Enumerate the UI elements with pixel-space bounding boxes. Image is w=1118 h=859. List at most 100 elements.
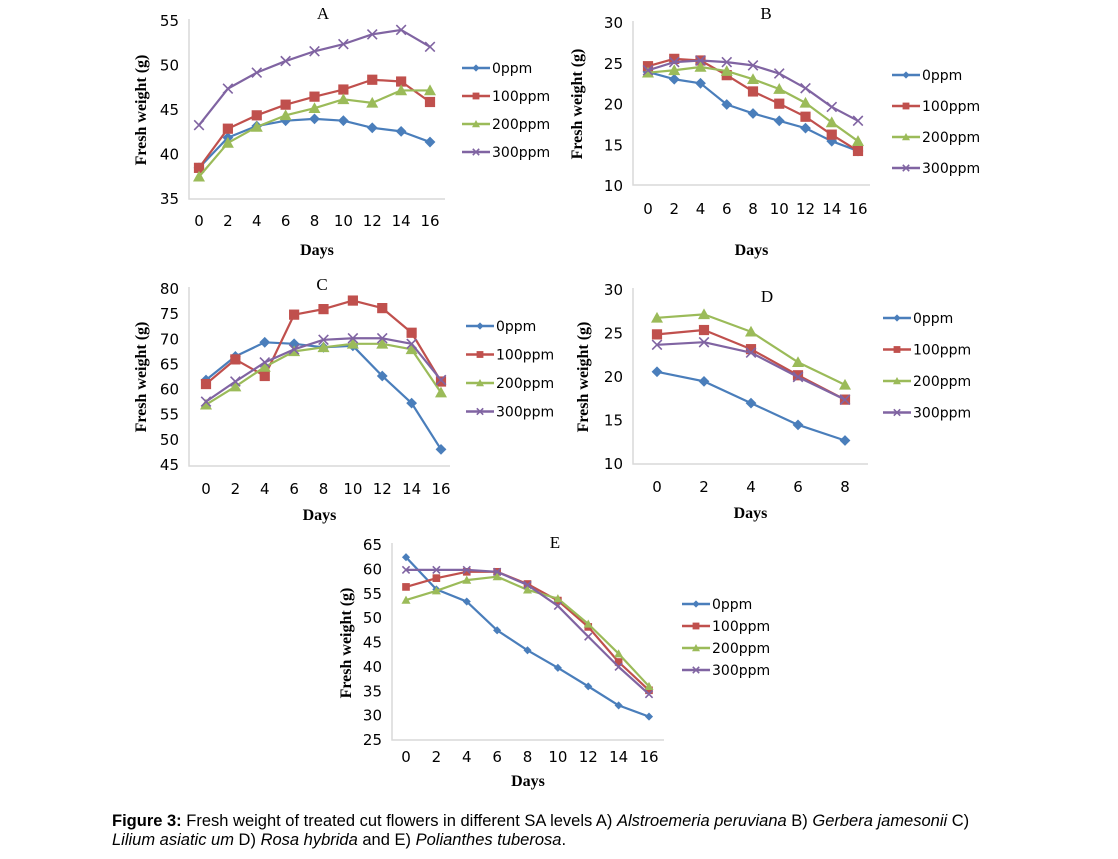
x-tick-label: 0 [401,748,411,766]
data-point [745,325,757,337]
data-point [230,354,241,365]
legend-label: 300ppm [913,406,971,422]
data-point [799,96,812,108]
data-point [432,565,441,575]
y-tick-label: 35 [363,682,382,700]
legend-marker [893,377,901,385]
data-point [318,304,329,315]
data-point [259,357,271,368]
data-point [792,356,804,368]
x-axis-title: Days [303,507,337,524]
x-tick-label: 0 [201,480,211,498]
x-tick-label: 8 [748,200,758,218]
legend-label: 0ppm [492,61,532,77]
series-100ppm [651,324,851,405]
data-point [523,585,532,594]
data-point [668,56,680,68]
legend-label: 200ppm [922,130,980,146]
data-point [839,378,851,390]
legend-label: 0ppm [496,319,536,335]
series-line [647,57,859,152]
x-tick-label: 16 [848,200,867,218]
data-point [800,122,811,134]
data-point [366,122,378,134]
legend-marker [472,92,480,100]
x-tick-label: 10 [343,480,362,498]
data-point [280,99,291,110]
data-point [259,370,270,382]
data-point [773,68,785,79]
legend-marker [893,346,901,353]
series-0ppm [651,366,851,446]
legend-label: 300ppm [922,161,980,177]
x-tick-label: 16 [431,480,450,498]
series-300ppm [651,336,851,405]
data-point [406,338,417,350]
x-tick-label: 12 [373,480,392,498]
data-point [721,56,733,68]
data-point [337,93,350,105]
x-tick-label: 2 [231,480,241,498]
y-tick-label: 60 [160,381,179,399]
y-tick-label: 45 [160,456,179,474]
legend-marker [902,164,910,172]
x-tick-label: 10 [548,748,567,766]
x-tick-label: 4 [696,200,706,218]
legend-marker [893,314,901,322]
data-point [523,580,532,590]
chart-title: C [316,275,327,294]
x-tick-label: 2 [699,478,709,496]
data-point [745,347,757,359]
data-point [773,83,786,94]
y-tick-label: 65 [363,536,382,554]
x-tick-label: 6 [281,212,291,230]
data-point [792,419,804,431]
data-point [289,309,300,320]
data-point [695,55,706,66]
data-point [395,24,407,36]
data-point [492,567,502,576]
series-200ppm [651,308,851,390]
series-300ppm [401,565,654,699]
legend-item: 100ppm [466,348,554,364]
data-point [462,567,471,576]
data-point [258,360,271,372]
chart-panel-a: A 35 40 45 50 55 0 2 4 6 8 10 12 14 16 Days Fresh weight… [133,4,550,259]
data-point [800,111,811,122]
legend-label: 100ppm [913,343,971,359]
y-tick-label: 25 [363,731,382,749]
y-tick-label: 50 [160,57,179,75]
x-tick-label: 14 [392,212,411,230]
data-point [747,73,759,85]
data-point [435,386,447,398]
legend-item: 100ppm [682,619,770,635]
axis-lines [188,19,445,200]
legend-label: 0ppm [913,311,953,327]
data-point [193,162,205,173]
data-point [318,334,329,346]
data-point [642,64,654,76]
data-point [462,575,472,584]
y-tick-label: 50 [160,431,179,449]
data-point [698,308,710,320]
data-point [747,60,759,71]
y-tick-label: 45 [363,634,382,652]
data-point [221,136,234,148]
y-tick-label: 30 [604,14,623,32]
y-tick-label: 75 [160,305,179,323]
data-point [651,366,663,378]
legend-label: 0ppm [712,597,752,613]
legend-item: 0ppm [883,311,953,327]
legend-item: 300ppm [892,161,980,177]
data-point [376,370,388,382]
data-point [645,686,653,695]
y-axis-title: Fresh weight (g) [338,588,355,699]
y-tick-label: 15 [604,136,623,154]
y-tick-label: 55 [363,585,382,603]
series-200ppm [200,337,447,410]
caption-text: . [561,831,567,849]
data-point [250,120,263,132]
legend-label: 0ppm [922,68,962,84]
data-point [462,565,471,575]
data-point [792,370,804,381]
